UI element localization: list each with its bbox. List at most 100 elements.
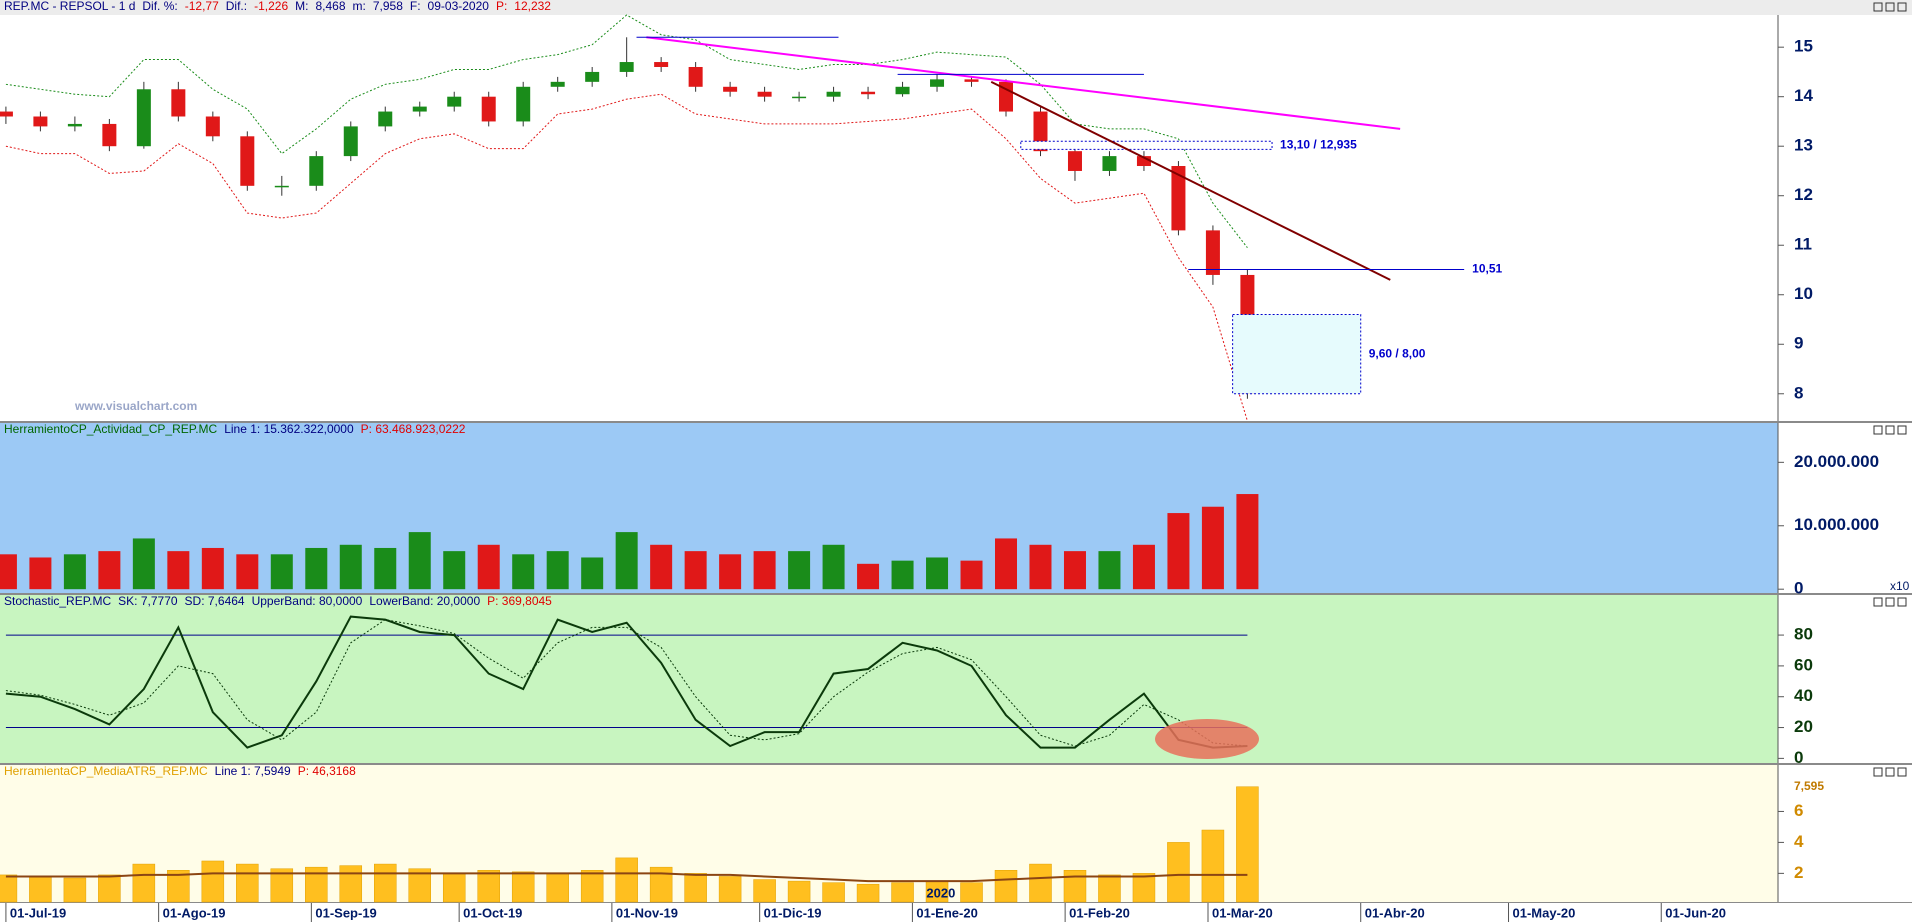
candle-body (619, 62, 634, 72)
title-bar (0, 0, 1912, 15)
bar (1201, 829, 1225, 903)
y-tick-label: 40 (1794, 686, 1813, 705)
bar (857, 563, 880, 590)
y-tick-label: 15 (1794, 37, 1813, 56)
header-item: 8,468 (315, 0, 345, 13)
bar (1167, 842, 1190, 903)
bar (891, 882, 914, 903)
candle-body (33, 116, 48, 127)
bar (1132, 544, 1155, 590)
y-tick-label: 0 (1794, 748, 1803, 767)
zone-label: 9,60 / 8,00 (1369, 346, 1426, 360)
bar (29, 876, 52, 903)
header-item: LowerBand: 20,0000 (369, 594, 480, 608)
header-item: P: (496, 0, 507, 13)
x-tick-label: 01-Nov-19 (616, 905, 678, 920)
window-control (1873, 767, 1883, 777)
bar (581, 557, 604, 590)
candle-body (447, 96, 462, 107)
bar (0, 554, 17, 590)
bar (270, 554, 293, 590)
bar (684, 873, 707, 903)
panel-bg (0, 423, 1778, 593)
bar (63, 554, 86, 590)
bar (1098, 551, 1121, 590)
trend-line (646, 36, 1401, 130)
bar (167, 870, 190, 903)
bar (753, 551, 776, 590)
bar (98, 551, 121, 590)
year-marker: 2020 (926, 885, 955, 900)
y-tick-label: 60 (1794, 655, 1813, 674)
candle-body (240, 136, 255, 186)
header-item: Stochastic_REP.MC (4, 594, 111, 608)
header-item: SD: 7,6464 (185, 594, 245, 608)
x-tick-label: 01-Sep-19 (315, 905, 376, 920)
candle-body (205, 116, 220, 137)
panel-header: REP.MC - REPSOL - 1 d Dif. %: -12,77 Dif.: -… (4, 0, 551, 13)
candle-body (930, 79, 945, 87)
bar (787, 880, 811, 903)
watermark: www.visualchart.com (74, 399, 197, 413)
x-tick-label: 01-Ene-20 (916, 905, 977, 920)
x-tick-label: 01-Dic-19 (764, 905, 822, 920)
header-item: Line 1: 15.362.322,0000 (224, 422, 354, 436)
y-tick-label: 0 (1794, 579, 1803, 598)
bar (374, 863, 397, 903)
bar (201, 547, 224, 590)
y-tick-label: 9 (1794, 334, 1803, 353)
candle-body (171, 89, 186, 117)
bar (236, 554, 259, 590)
header-item: 7,958 (373, 0, 403, 13)
window-control (1885, 425, 1895, 435)
header-item: HerramientoCP_Actividad_CP_REP.MC (4, 422, 218, 436)
header-item: SK: 7,7770 (118, 594, 178, 608)
average-line (5, 872, 1248, 883)
bar (788, 551, 811, 590)
x-tick-label: 01-Mar-20 (1212, 905, 1273, 920)
bar (1236, 786, 1259, 903)
window-control (1897, 767, 1907, 777)
line-label: 10,51 (1472, 262, 1502, 276)
bar (546, 873, 569, 903)
bar (511, 871, 535, 903)
bar (408, 532, 431, 590)
bar (236, 863, 259, 903)
last-value-label: 7,595 (1794, 779, 1824, 793)
bar (443, 551, 466, 590)
plot-marks (0, 14, 1259, 903)
bar (1236, 494, 1259, 590)
window-control (1873, 597, 1883, 607)
bar (615, 857, 638, 903)
bar (1029, 544, 1052, 590)
bar (132, 538, 155, 590)
bar (615, 532, 638, 590)
lower-band (5, 93, 1248, 422)
x-tick-label: 01-Feb-20 (1069, 905, 1130, 920)
bar (926, 557, 949, 590)
bar (994, 870, 1018, 903)
bar (512, 554, 535, 590)
x-tick-label: 01-Ago-19 (163, 905, 226, 920)
header-item: F: (410, 0, 421, 13)
header-item: M: (295, 0, 308, 13)
bar (63, 877, 87, 903)
candle-body (688, 66, 703, 87)
candle-body (412, 106, 427, 112)
candle-body (67, 123, 82, 127)
x-tick-label: 01-May-20 (1513, 905, 1576, 920)
candle-body (1067, 151, 1082, 171)
bar (684, 551, 707, 590)
bar (98, 874, 121, 903)
window-control (1897, 597, 1907, 607)
candle-body (550, 81, 565, 87)
header-item: m: (353, 0, 366, 13)
bar (167, 551, 190, 590)
candle-body (0, 111, 13, 117)
bar (891, 560, 914, 590)
candle-body (378, 111, 393, 127)
header-item: P: 369,8045 (487, 594, 552, 608)
window-control (1897, 2, 1907, 12)
window-control (1873, 425, 1883, 435)
price-zone (1232, 314, 1362, 395)
